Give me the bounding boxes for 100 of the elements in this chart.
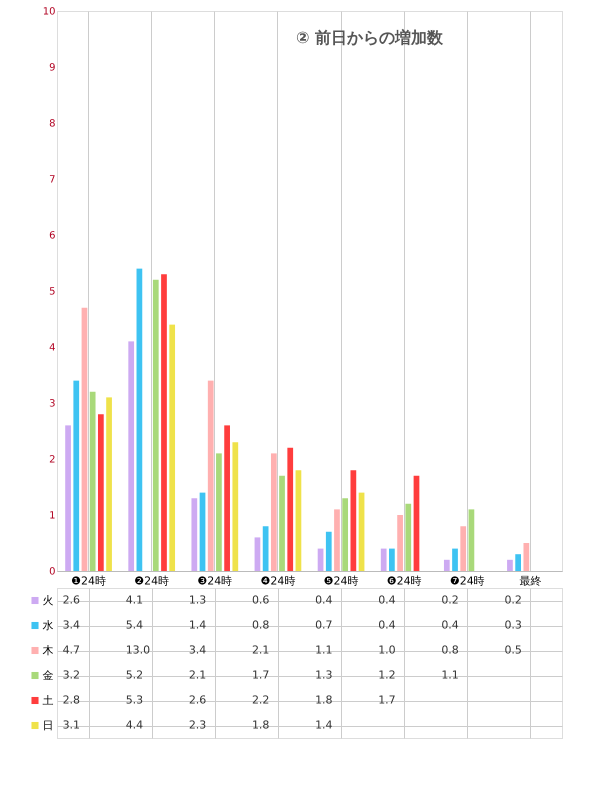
bar (262, 526, 269, 571)
x-tick-label: 最終 (519, 574, 542, 588)
y-tick-label: 4 (49, 342, 56, 354)
data-label: 0.4 (378, 594, 396, 606)
data-label: 0.7 (315, 618, 333, 632)
bar (405, 504, 412, 571)
y-tick-label: 3 (49, 398, 56, 410)
x-tick-label: ❸24時 (197, 574, 232, 588)
data-label: 3.4 (62, 618, 80, 632)
bar (507, 560, 513, 571)
y-tick-label: 10 (42, 6, 56, 18)
data-label: 5.4 (126, 618, 144, 632)
data-label: 2.8 (62, 694, 80, 706)
data-label: 1.4 (315, 718, 333, 732)
data-label: 2.1 (188, 668, 206, 682)
bar (216, 453, 222, 571)
data-label: 1.3 (188, 594, 206, 606)
data-label: 1.3 (315, 668, 333, 682)
legend-label: 金 (42, 669, 54, 682)
bar (82, 308, 88, 571)
data-label: 1.2 (378, 668, 396, 682)
x-tick-label: ❹24時 (260, 574, 296, 588)
bar (326, 532, 332, 571)
data-label: 0.2 (504, 594, 522, 606)
data-label: 0.6 (252, 594, 270, 606)
data-label: 2.3 (188, 718, 206, 732)
data-label: 4.7 (62, 644, 80, 656)
legend-label: 日 (42, 719, 54, 732)
data-label: 1.4 (188, 618, 206, 632)
data-label: 0.8 (441, 644, 459, 656)
bar (523, 543, 530, 571)
data-label: 1.8 (315, 694, 333, 706)
data-label: 2.6 (62, 594, 80, 606)
bar (65, 425, 71, 571)
x-tick-label: ❶24時 (71, 574, 106, 588)
bar (169, 324, 176, 571)
bar (444, 560, 450, 571)
bar (106, 397, 112, 571)
bar (397, 515, 403, 571)
y-tick-label: 7 (49, 174, 56, 186)
data-label: 2.1 (252, 644, 270, 656)
data-label: 0.3 (504, 618, 522, 632)
bar (98, 414, 104, 571)
data-label: 1.1 (441, 668, 459, 682)
bar (152, 280, 159, 571)
data-label: 1.1 (315, 644, 333, 656)
bar (200, 492, 206, 571)
data-label: 5.3 (126, 694, 144, 706)
bar (208, 380, 214, 571)
bar (414, 476, 420, 571)
data-label: 0.2 (441, 594, 459, 606)
bar (232, 442, 238, 571)
y-tick-label: 5 (49, 286, 56, 298)
text: 13.0 (126, 644, 150, 656)
data-label: 3.1 (62, 718, 80, 732)
bar (161, 274, 167, 571)
bar (358, 492, 364, 571)
data-label: 3.4 (188, 644, 206, 656)
bar (90, 392, 96, 571)
bar (318, 548, 324, 571)
data-label: 4.1 (126, 594, 144, 606)
y-tick-label: 2 (49, 454, 56, 466)
x-tick-label: ❻24時 (386, 574, 422, 588)
y-tick-label: 6 (49, 230, 56, 242)
data-label: 1.7 (252, 668, 270, 682)
data-label: 1.0 (378, 644, 396, 656)
legend-label: 木 (42, 644, 54, 657)
x-tick-label: ❺24時 (324, 574, 358, 588)
data-label: 4.4 (126, 718, 144, 732)
bar (389, 548, 395, 571)
data-label: 1.7 (378, 694, 396, 706)
bar (279, 476, 285, 571)
bar (342, 498, 348, 571)
bar (191, 498, 198, 571)
x-tick-label: ❷24時 (134, 574, 170, 588)
data-label: 0.4 (315, 594, 333, 606)
data-label: 3.2 (62, 668, 80, 682)
legend-label: 土 (42, 694, 54, 707)
data-label: 0.4 (378, 618, 396, 632)
bar (287, 448, 294, 571)
bar (270, 453, 277, 571)
bar (468, 509, 474, 571)
bar (380, 548, 387, 571)
data-label: 5.2 (126, 668, 144, 682)
data-label: 2.6 (188, 694, 206, 706)
data-label: 0.4 (441, 618, 459, 632)
bar (350, 470, 356, 571)
bar (460, 526, 466, 571)
bar (334, 509, 340, 571)
bar (452, 548, 458, 571)
bar (296, 470, 302, 571)
bar (254, 537, 260, 571)
data-label: 2.2 (252, 694, 270, 706)
legend-label: 水 (42, 619, 54, 632)
bar (128, 341, 134, 571)
bar (136, 268, 142, 571)
bar (224, 425, 230, 571)
y-tick-label: 0 (49, 566, 56, 578)
x-tick-label: ❼24時 (450, 574, 485, 588)
y-tick-label: 9 (49, 62, 56, 74)
